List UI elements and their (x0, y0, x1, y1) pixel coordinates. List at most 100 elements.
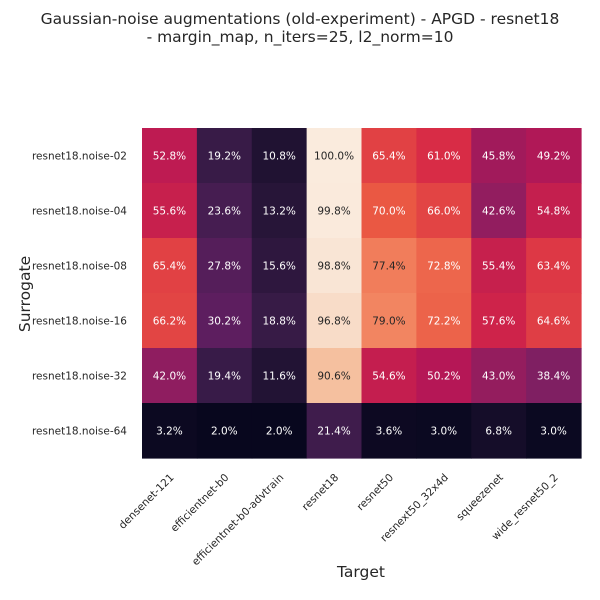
heatmap-cell (416, 128, 472, 184)
x-axis-title: Target (336, 563, 385, 581)
heatmap-cell (361, 293, 417, 349)
heatmap-cell-value: 3.0% (430, 426, 457, 438)
heatmap-cell (251, 128, 308, 184)
heatmap-cell (142, 403, 198, 459)
chart-title-line-1: Gaussian-noise augmentations (old-experi… (41, 10, 560, 28)
heatmap-cell-value: 65.4% (153, 261, 186, 273)
heatmap-cell-value: 54.8% (537, 206, 570, 218)
heatmap-cell (361, 348, 417, 404)
heatmap-cell (306, 293, 363, 349)
chart-title: Gaussian-noise augmentations (old-experi… (41, 10, 560, 47)
heatmap-cell-value: 15.6% (263, 261, 296, 273)
heatmap-cell (142, 293, 198, 349)
heatmap-cell (251, 293, 308, 349)
heatmap-cell (361, 128, 417, 184)
heatmap-cell (196, 293, 253, 349)
y-axis-tick-labels: resnet18.noise-02 resnet18.noise-04 resnet… (32, 151, 127, 438)
heatmap-cell-value: 98.8% (317, 261, 350, 273)
heatmap-cell-value: 3.0% (540, 426, 567, 438)
heatmap-cell-value: 72.8% (427, 261, 460, 273)
heatmap-cell (306, 183, 363, 239)
x-tick-label: resnet18 (300, 472, 341, 513)
y-tick-label: resnet18.noise-02 (32, 151, 127, 163)
heatmap-cell-value: 18.8% (263, 316, 296, 328)
heatmap-cell (196, 348, 253, 404)
chart-title-line-2: - margin_map, n_iters=25, l2_norm=10 (147, 28, 454, 47)
x-tick-label: densenet-121 (117, 472, 177, 532)
heatmap-cell (306, 238, 363, 294)
heatmap-cell (416, 348, 472, 404)
heatmap-cell-value: 52.8% (153, 151, 186, 163)
heatmap-cell (306, 348, 363, 404)
heatmap-cell (306, 128, 363, 184)
heatmap-cell-value: 96.8% (317, 316, 350, 328)
heatmap-cell (361, 183, 417, 239)
y-tick-label: resnet18.noise-08 (32, 261, 127, 273)
heatmap-cell (196, 403, 253, 459)
heatmap-cell-value: 6.8% (485, 426, 512, 438)
heatmap-cell-value: 61.0% (427, 151, 460, 163)
heatmap-cells (142, 128, 582, 459)
y-tick-label: resnet18.noise-16 (32, 316, 127, 328)
heatmap-cell-value: 79.0% (372, 316, 405, 328)
heatmap-cell (251, 238, 308, 294)
heatmap-cell (196, 183, 253, 239)
heatmap-cell-value: 49.2% (537, 151, 570, 163)
heatmap-cell-value: 19.2% (208, 151, 241, 163)
x-tick-label: resnet50 (355, 472, 396, 513)
heatmap-cell (251, 183, 308, 239)
x-axis-tick-labels: densenet-121efficientnet-b0efficientnet-… (117, 472, 561, 568)
heatmap-cell-value: 72.2% (427, 316, 460, 328)
heatmap-cell-value: 11.6% (263, 371, 296, 383)
heatmap-cell-value: 66.2% (153, 316, 186, 328)
heatmap-cell (361, 238, 417, 294)
heatmap-cell (142, 183, 198, 239)
heatmap-cell (471, 403, 527, 459)
heatmap-cell (416, 293, 472, 349)
heatmap-cell-value: 45.8% (482, 151, 515, 163)
heatmap-cell (416, 403, 472, 459)
heatmap-cell (142, 128, 198, 184)
heatmap-cell-value: 3.6% (376, 426, 403, 438)
heatmap-cell-value: 43.0% (482, 371, 515, 383)
heatmap-cell-value: 63.4% (537, 261, 570, 273)
heatmap-cell-value: 55.4% (482, 261, 515, 273)
heatmap-cell (416, 238, 472, 294)
y-tick-label: resnet18.noise-04 (32, 206, 127, 218)
heatmap-cell (196, 238, 253, 294)
heatmap-cell-value: 2.0% (211, 426, 238, 438)
heatmap-cell-value: 50.2% (427, 371, 460, 383)
y-tick-label: resnet18.noise-64 (32, 426, 127, 438)
heatmap-cell-value: 2.0% (266, 426, 293, 438)
heatmap-cell-value: 55.6% (153, 206, 186, 218)
heatmap-cell-value: 42.0% (153, 371, 186, 383)
x-tick-label: efficientnet-b0 (169, 472, 232, 535)
heatmap-cell (471, 238, 527, 294)
heatmap-cell (526, 238, 582, 294)
y-tick-label: resnet18.noise-32 (32, 371, 127, 383)
heatmap-cell (526, 348, 582, 404)
heatmap-cell (306, 403, 363, 459)
heatmap-cell (471, 183, 527, 239)
heatmap-cell-value: 38.4% (537, 371, 570, 383)
heatmap-cell (526, 128, 582, 184)
heatmap-cell-value: 65.4% (372, 151, 405, 163)
x-tick-label: efficientnet-b0-advtrain (190, 472, 286, 568)
heatmap-cell-labels: 52.8% 19.2% 10.8% 100.0% 65.4% 61.0% 45.8% 49.2… (153, 151, 570, 438)
heatmap-cell-value: 21.4% (317, 426, 350, 438)
heatmap-cell-value: 90.6% (317, 371, 350, 383)
heatmap-cell (196, 128, 253, 184)
heatmap-cell-value: 3.2% (156, 426, 183, 438)
heatmap-cell (526, 293, 582, 349)
heatmap-cell-value: 70.0% (372, 206, 405, 218)
x-tick-label: squeezenet (454, 472, 506, 524)
y-axis-title: Surrogate (16, 256, 34, 332)
heatmap-cell (471, 128, 527, 184)
heatmap-cell (416, 183, 472, 239)
heatmap-cell (361, 403, 417, 459)
heatmap-cell-value: 99.8% (317, 206, 350, 218)
heatmap-cell (471, 293, 527, 349)
heatmap-cell-value: 30.2% (208, 316, 241, 328)
heatmap-cell (251, 403, 308, 459)
